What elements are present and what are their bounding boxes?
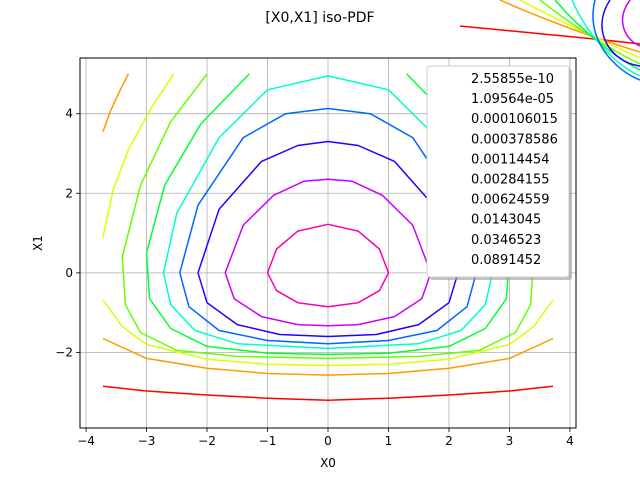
overflow-contour-line: [499, 0, 640, 53]
legend-entry-label: 0.000378586: [471, 132, 558, 147]
overflow-contour-line: [601, 0, 640, 67]
legend-entry-label: 1.09564e-05: [471, 92, 554, 107]
legend-entry-label: 0.000106015: [471, 112, 558, 127]
legend-box: [426, 65, 570, 278]
legend-entry-label: 0.00114454: [471, 152, 550, 167]
overflow-curves: [459, 0, 640, 81]
contour-line: [102, 337, 554, 376]
x-tick-label: 1: [385, 434, 393, 448]
x-tick-label: −1: [259, 434, 277, 448]
y-tick-label: −2: [55, 345, 73, 359]
x-tick-label: −4: [77, 434, 95, 448]
y-axis-label: X1: [31, 235, 45, 251]
legend-entry-label: 0.0891452: [471, 253, 541, 268]
x-axis-ticks: −4 −3 −2 −1 0 1 2 3 4: [77, 428, 574, 448]
x-tick-label: 3: [506, 434, 514, 448]
legend: 2.55855e-10 1.09564e-05 0.000106015 0.00037…: [426, 65, 572, 280]
x-tick-label: 0: [324, 434, 332, 448]
y-tick-label: 2: [65, 186, 73, 200]
x-tick-label: −3: [138, 434, 156, 448]
overflow-contour-line: [554, 0, 640, 71]
contour-line: [102, 385, 554, 401]
legend-entry-label: 0.0143045: [471, 213, 541, 228]
y-tick-label: 0: [65, 266, 73, 280]
contour-line: [102, 73, 130, 132]
legend-entry-label: 2.55855e-10: [471, 72, 554, 87]
overflow-contour-line: [459, 25, 640, 45]
contour-line: [102, 73, 175, 238]
legend-entry-label: 0.00284155: [471, 173, 550, 188]
contour-line: [102, 299, 554, 367]
chart-title: [X0,X1] iso-PDF: [265, 10, 374, 26]
legend-entry-label: 0.00624559: [471, 193, 550, 208]
x-tick-label: −2: [198, 434, 216, 448]
x-tick-label: 4: [566, 434, 574, 448]
contour-line: [266, 223, 390, 308]
legend-entry-label: 0.0346523: [471, 233, 541, 248]
overflow-contour-line: [621, 0, 640, 47]
overflow-contour-line: [592, 0, 640, 81]
y-axis-ticks: −2 0 2 4: [55, 107, 80, 359]
overflow-contour-line: [571, 0, 640, 77]
y-tick-label: 4: [65, 107, 73, 121]
x-tick-label: 2: [445, 434, 453, 448]
x-axis-label: X0: [320, 456, 336, 470]
